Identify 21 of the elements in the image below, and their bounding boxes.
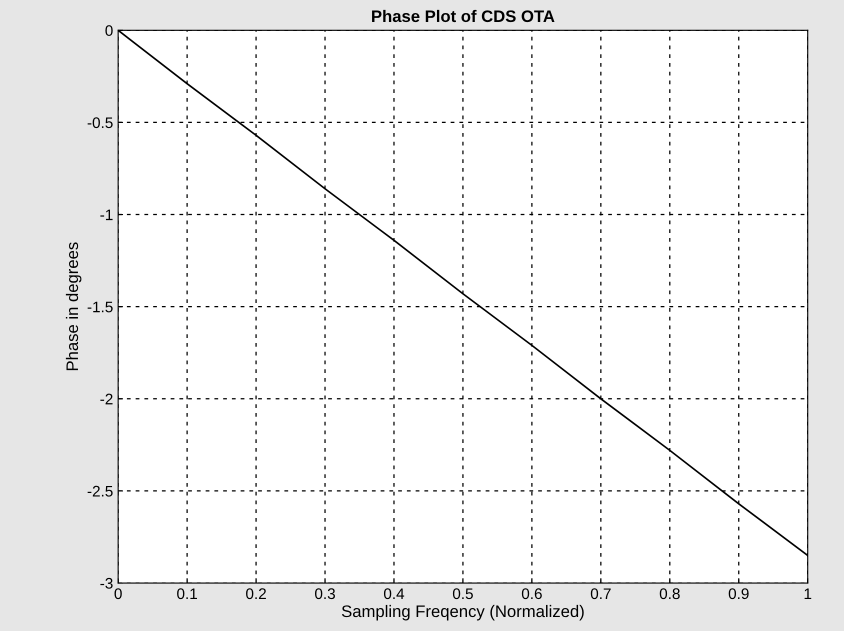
y-tick-label: 0 (105, 25, 113, 36)
y-tick-label: -3 (100, 578, 113, 589)
y-tick-label: -1 (100, 210, 113, 220)
x-tick-label: 0.7 (590, 588, 611, 600)
x-tick-label: 0.4 (384, 588, 404, 600)
x-tick-label: 0.9 (728, 588, 749, 600)
y-axis-title: Phase in degrees (66, 242, 82, 370)
y-tick-label: -1.5 (88, 302, 113, 312)
y-tick-label: -2.5 (88, 486, 113, 497)
y-tick-label: -2 (100, 394, 113, 404)
x-axis-title: Sampling Freqency (Normalized) (342, 604, 584, 620)
x-tick-label: 0.3 (315, 588, 335, 600)
x-tick-label: 0.8 (660, 588, 680, 600)
chart-title: Phase Plot of CDS OTA (372, 10, 554, 22)
x-tick-label: 0.1 (177, 588, 197, 600)
x-tick-label: 0.6 (522, 588, 542, 600)
x-tick-label: 0 (114, 588, 122, 600)
y-tick-label: -0.5 (88, 117, 113, 128)
x-tick-label: 0.5 (452, 588, 473, 600)
x-tick-label: 0.2 (246, 588, 266, 600)
x-tick-label: 1 (804, 588, 812, 599)
